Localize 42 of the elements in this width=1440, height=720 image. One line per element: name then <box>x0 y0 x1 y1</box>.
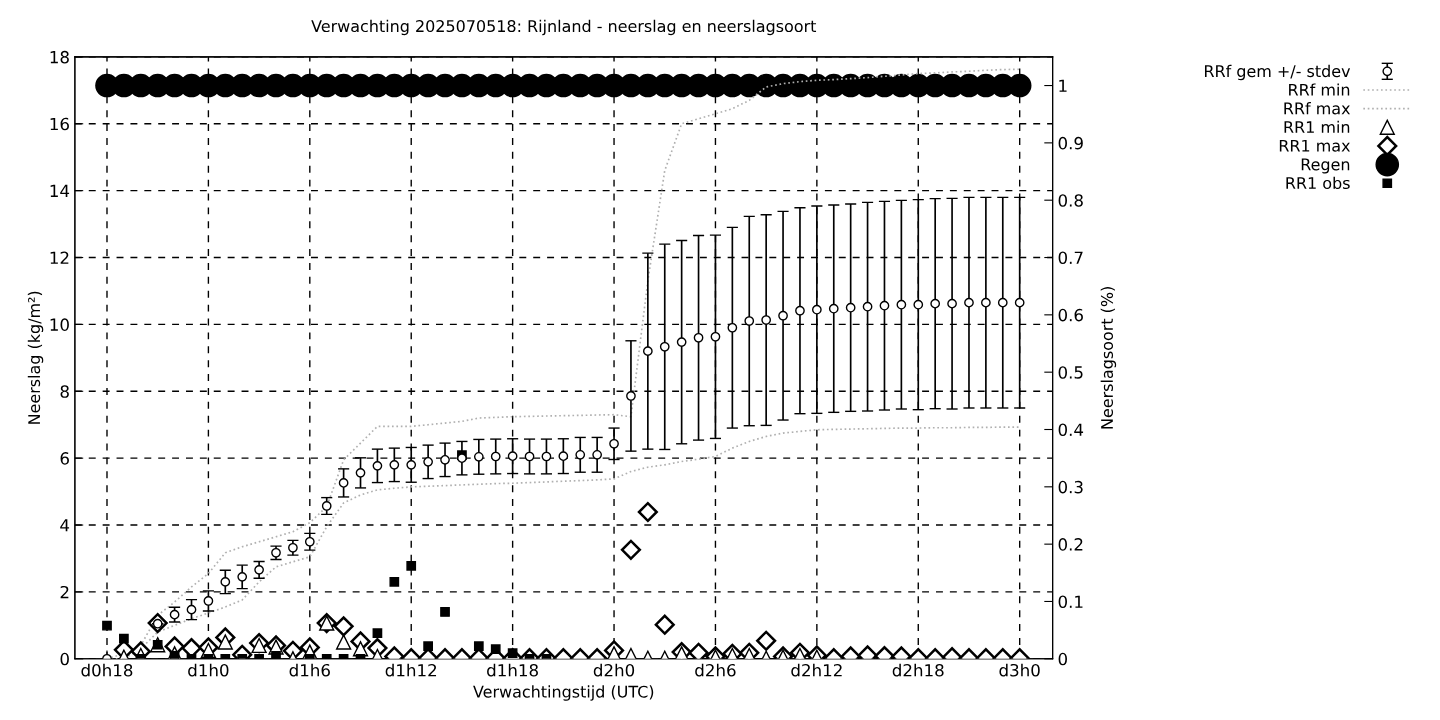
y2-tick-label: 0.4 <box>1058 423 1084 437</box>
y2-axis-title: Neerslagsoort (%) <box>1100 287 1117 429</box>
x-tick-label: d2h18 <box>892 663 944 677</box>
x-tick-label: d0h18 <box>81 663 133 677</box>
x-tick-label: d2h0 <box>593 663 635 677</box>
y-tick-label: 12 <box>50 251 69 264</box>
x-axis-title: Verwachtingstijd (UTC) <box>473 685 654 701</box>
y-tick-label: 8 <box>60 385 69 398</box>
y2-tick-label: 0.1 <box>1058 595 1083 609</box>
y-tick-label: 0 <box>60 652 69 666</box>
chart-title: Verwachting 2025070518: Rijnland - neerslag en neerslagsoort <box>311 19 817 36</box>
x-tick-label: d2h6 <box>695 663 736 677</box>
y2-tick-label: 0.8 <box>1058 194 1083 207</box>
y-tick-label: 2 <box>60 585 69 599</box>
y-tick-label: 4 <box>60 519 70 532</box>
y-tick-label: 10 <box>50 318 69 331</box>
x-tick-label: d1h18 <box>487 663 538 677</box>
y-tick-label: 6 <box>60 452 69 465</box>
legend-label: RR1 obs <box>1286 176 1350 190</box>
y2-tick-label: 1 <box>1059 79 1067 92</box>
legend-label: RRf gem +/- stdev <box>1204 64 1351 81</box>
y2-tick-label: 0.2 <box>1058 538 1083 551</box>
x-tick-label: d1h6 <box>289 663 330 677</box>
legend-label: RR1 max <box>1279 139 1351 152</box>
y2-tick-label: 0.9 <box>1058 136 1083 150</box>
legend-label: Regen <box>1301 158 1350 174</box>
x-tick-label: d2h12 <box>791 663 842 677</box>
y-tick-label: 18 <box>50 50 69 64</box>
y2-tick-label: 0.5 <box>1058 366 1083 379</box>
x-tick-label: d1h12 <box>385 663 437 677</box>
legend-label: RRf min <box>1289 83 1350 96</box>
legend-label: RR1 min <box>1284 120 1350 133</box>
y2-tick-label: 0.3 <box>1058 480 1083 494</box>
y-axis-title: Neerslag (kg/m²) <box>27 291 44 424</box>
legend-label: RRf max <box>1284 102 1351 115</box>
y2-tick-label: 0.7 <box>1058 251 1083 265</box>
y-tick-label: 16 <box>50 117 69 131</box>
x-tick-label: d1h0 <box>188 663 229 677</box>
x-tick-label: d3h0 <box>999 663 1040 677</box>
y2-tick-label: 0.6 <box>1058 308 1083 322</box>
y2-tick-label: 0 <box>1058 652 1067 666</box>
y-tick-label: 14 <box>50 184 70 197</box>
